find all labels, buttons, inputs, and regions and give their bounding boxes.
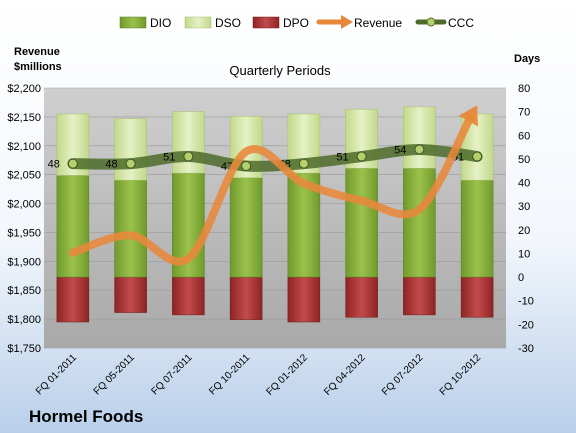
ccc-point (67, 158, 78, 169)
right-axis-title: Days (514, 53, 540, 65)
bar-dpo (345, 276, 378, 318)
ccc-point (356, 151, 367, 162)
bar-dpo (229, 276, 263, 320)
ccc-point (183, 151, 194, 162)
legend-swatch-ccc (415, 17, 447, 27)
ccc-point (472, 151, 483, 162)
company-name: Hormel Foods (29, 407, 143, 426)
legend-label-revenue: Revenue (354, 16, 402, 30)
left-axis-title-line2: $millions (14, 61, 62, 73)
right-tick-label: -20 (518, 319, 534, 331)
ccc-point (125, 158, 136, 169)
bar-dio (403, 168, 436, 278)
left-tick-label: $2,200 (7, 83, 41, 95)
bar-dpo (56, 276, 90, 323)
legend-swatch-dio (119, 16, 147, 29)
left-tick-label: $1,750 (7, 343, 41, 355)
left-tick-label: $1,900 (7, 256, 41, 268)
right-tick-label: 20 (518, 225, 530, 237)
legend-swatch-dpo (252, 16, 280, 29)
bar-dio (345, 168, 378, 278)
revenue-arrowhead (458, 105, 479, 127)
ccc-point (241, 161, 252, 171)
bar-dio (460, 179, 494, 278)
ccc-data-label: 48 (105, 159, 117, 171)
right-tick-label: 40 (518, 178, 530, 190)
right-tick-label: 60 (518, 130, 530, 142)
chart-title: Quarterly Periods (229, 63, 331, 78)
left-tick-label: $1,950 (7, 227, 41, 239)
left-tick-label: $1,800 (7, 314, 41, 326)
bar-dpo (287, 276, 321, 323)
ccc-point (298, 158, 309, 169)
right-axis-ticks: -30 -20 -10 0 10 20 30 40 50 60 70 80 (518, 83, 534, 355)
ccc-point (414, 144, 425, 155)
right-tick-label: 80 (518, 83, 530, 95)
ccc-data-label: 48 (48, 159, 60, 171)
bar-dso (403, 106, 436, 169)
right-tick-label: 0 (518, 272, 524, 284)
ccc-data-label: 54 (394, 144, 406, 156)
bar-dso (172, 111, 205, 174)
right-tick-label: -30 (518, 343, 534, 355)
left-tick-label: $2,150 (7, 112, 41, 124)
legend-swatch-dso (184, 16, 212, 29)
legend: DIO DSO DPO Revenue CCC (119, 15, 474, 30)
left-tick-label: $1,850 (7, 285, 41, 297)
left-tick-label: $2,050 (7, 170, 41, 182)
right-tick-label: 30 (518, 201, 530, 213)
left-tick-label: $2,100 (7, 141, 41, 153)
bar-dso (114, 118, 147, 181)
right-tick-label: -10 (518, 296, 534, 308)
left-tick-label: $2,000 (7, 199, 41, 211)
ccc-data-label: 51 (336, 152, 348, 164)
bar-dio (229, 177, 263, 278)
left-axis-ticks: $1,750 $1,800 $1,850 $1,900 $1,950 $2,000 $2,0… (7, 83, 41, 355)
plot-area (44, 88, 506, 348)
legend-swatch-revenue (316, 15, 353, 29)
legend-label-dio: DIO (150, 16, 171, 30)
legend-label-ccc: CCC (448, 16, 474, 30)
left-axis-title-line1: Revenue (14, 46, 60, 58)
right-tick-label: 70 (518, 107, 530, 119)
bar-dpo (172, 276, 205, 316)
bar-dpo (460, 276, 494, 318)
bar-dpo (114, 276, 147, 313)
revenue-line (68, 113, 475, 266)
bar-dio (56, 175, 90, 278)
right-tick-label: 50 (518, 154, 530, 166)
bar-dio (114, 179, 147, 278)
bar-dpo (403, 276, 436, 316)
legend-label-dso: DSO (215, 16, 241, 30)
ccc-data-label: 51 (163, 152, 175, 164)
legend-label-dpo: DPO (283, 16, 309, 30)
right-tick-label: 10 (518, 248, 530, 260)
